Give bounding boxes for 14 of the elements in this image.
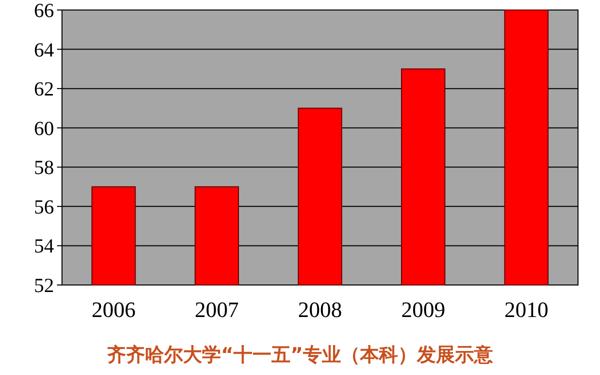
text: 齐齐哈尔大学“十一五”专业（本科）发展示意: [107, 344, 494, 366]
x-tick-label: 2007: [194, 297, 239, 322]
x-tick-label: 2010: [504, 297, 548, 322]
x-tick-label: 2009: [401, 297, 446, 322]
y-tick-label: 64: [34, 39, 54, 62]
y-tick-label: 56: [34, 196, 54, 218]
x-tick-label: 2006: [92, 297, 136, 322]
y-tick-label: 60: [34, 118, 54, 140]
y-tick-label: 62: [34, 78, 54, 101]
y-tick-label: 66: [34, 0, 54, 22]
x-tick-label: 2008: [298, 297, 342, 322]
y-tick-label: 54: [34, 236, 54, 258]
y-tick-label: 52: [34, 275, 54, 297]
y-tick-label: 58: [34, 157, 54, 180]
